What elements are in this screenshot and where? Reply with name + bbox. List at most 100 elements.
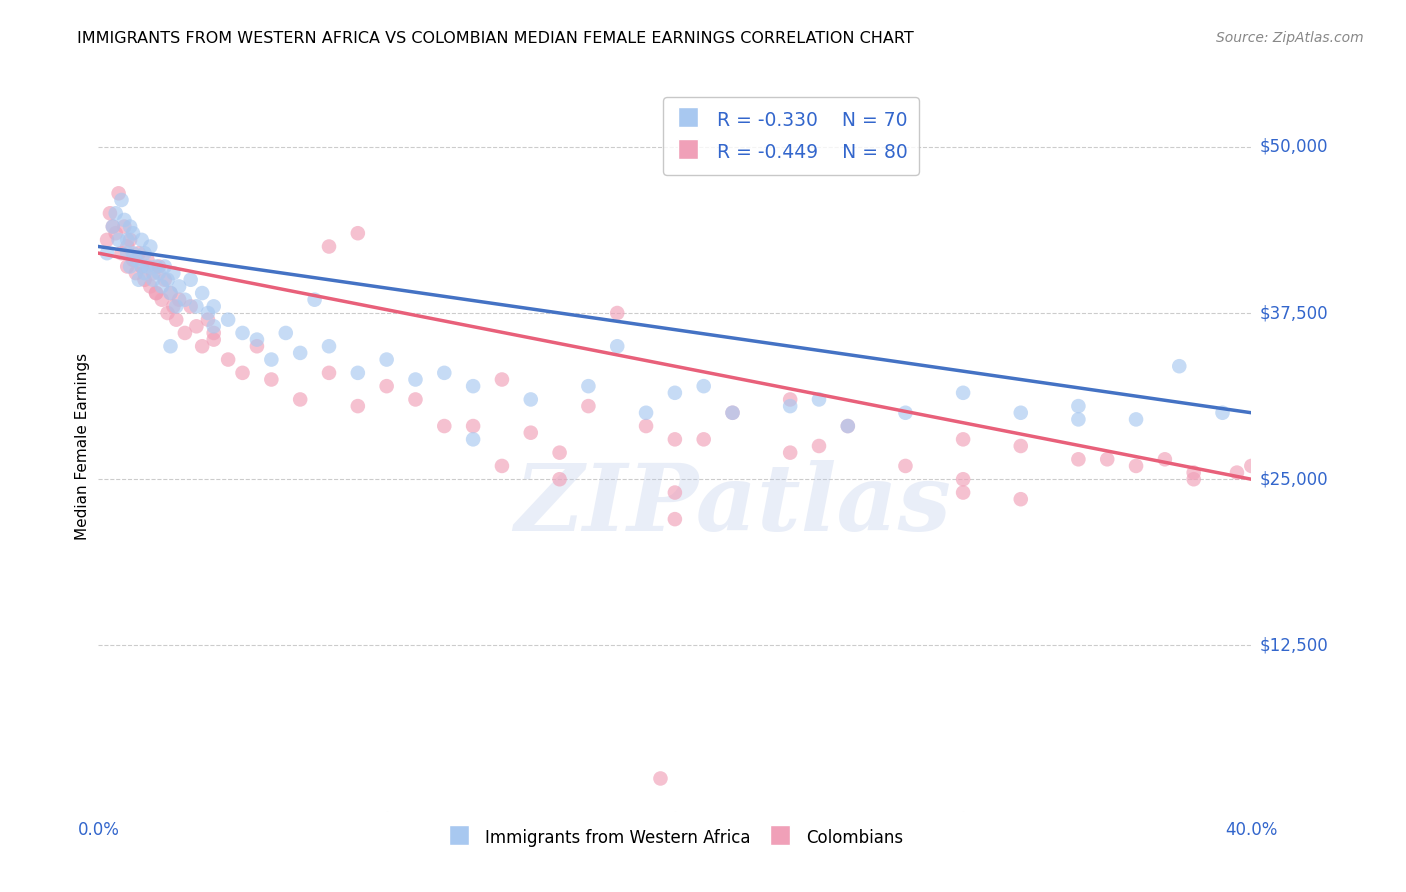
Point: [1067, 452, 1090, 467]
Point: [290, 392, 312, 407]
Point: [96, 246, 118, 260]
Point: [1240, 458, 1263, 473]
Point: [952, 485, 974, 500]
Point: [664, 512, 686, 526]
Point: [693, 433, 716, 447]
Point: [136, 260, 159, 274]
Point: [231, 366, 254, 380]
Point: [112, 213, 135, 227]
Point: [246, 333, 269, 347]
Point: [894, 406, 917, 420]
Point: [318, 339, 340, 353]
Point: [274, 326, 297, 340]
Point: [636, 419, 658, 434]
Point: [112, 219, 135, 234]
Text: $25,000: $25,000: [1260, 470, 1329, 488]
Point: [101, 219, 124, 234]
Point: [1182, 466, 1205, 480]
Point: [131, 233, 153, 247]
Point: [202, 319, 225, 334]
Point: [174, 326, 197, 340]
Point: [231, 326, 254, 340]
Point: [159, 286, 181, 301]
Text: $37,500: $37,500: [1260, 304, 1329, 322]
Point: [318, 366, 340, 380]
Point: [165, 299, 187, 313]
Point: [304, 293, 326, 307]
Point: [98, 206, 121, 220]
Point: [120, 260, 142, 274]
Point: [952, 385, 974, 400]
Point: [165, 312, 187, 326]
Point: [139, 239, 162, 253]
Point: [491, 458, 513, 473]
Point: [837, 419, 859, 434]
Point: [159, 286, 181, 301]
Point: [142, 266, 165, 280]
Point: [346, 226, 368, 240]
Point: [167, 279, 190, 293]
Point: [721, 406, 744, 420]
Point: [405, 392, 427, 407]
Point: [145, 286, 167, 301]
Point: [202, 333, 225, 347]
Point: [191, 286, 214, 301]
Point: [260, 372, 283, 386]
Point: [145, 286, 167, 301]
Point: [122, 252, 145, 267]
Point: [134, 246, 156, 260]
Point: [779, 445, 801, 459]
Point: [779, 392, 801, 407]
Point: [578, 399, 600, 413]
Text: IMMIGRANTS FROM WESTERN AFRICA VS COLOMBIAN MEDIAN FEMALE EARNINGS CORRELATION C: IMMIGRANTS FROM WESTERN AFRICA VS COLOMB…: [77, 31, 914, 46]
Point: [120, 219, 142, 234]
Text: $12,500: $12,500: [1260, 637, 1329, 655]
Point: [120, 233, 142, 247]
Point: [128, 273, 150, 287]
Point: [491, 372, 513, 386]
Point: [217, 352, 239, 367]
Point: [837, 419, 859, 434]
Point: [1212, 406, 1234, 420]
Point: [125, 252, 148, 267]
Point: [548, 472, 571, 486]
Point: [375, 379, 398, 393]
Point: [1182, 472, 1205, 486]
Point: [139, 279, 162, 293]
Point: [197, 306, 219, 320]
Point: [159, 339, 181, 353]
Point: [117, 239, 139, 253]
Point: [145, 260, 167, 274]
Point: [664, 433, 686, 447]
Point: [1226, 466, 1249, 480]
Point: [433, 419, 456, 434]
Point: [808, 439, 831, 453]
Point: [721, 406, 744, 420]
Point: [174, 293, 197, 307]
Point: [1010, 492, 1032, 507]
Point: [153, 260, 176, 274]
Point: [636, 406, 658, 420]
Point: [1010, 439, 1032, 453]
Y-axis label: Median Female Earnings: Median Female Earnings: [75, 352, 90, 540]
Point: [134, 266, 156, 280]
Point: [548, 445, 571, 459]
Point: [153, 273, 176, 287]
Point: [162, 266, 184, 280]
Point: [894, 458, 917, 473]
Point: [180, 273, 202, 287]
Point: [96, 233, 118, 247]
Point: [110, 246, 132, 260]
Point: [808, 392, 831, 407]
Point: [197, 312, 219, 326]
Point: [1010, 406, 1032, 420]
Point: [606, 339, 628, 353]
Point: [260, 352, 283, 367]
Point: [1168, 359, 1191, 374]
Point: [117, 260, 139, 274]
Point: [664, 385, 686, 400]
Point: [318, 239, 340, 253]
Point: [128, 246, 150, 260]
Point: [375, 352, 398, 367]
Point: [346, 399, 368, 413]
